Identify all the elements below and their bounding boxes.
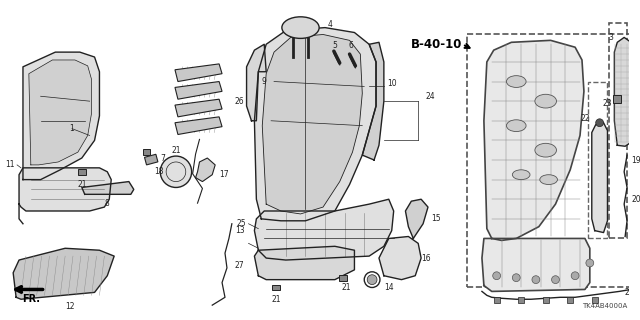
Text: 16: 16: [421, 253, 431, 263]
Bar: [339, 275, 347, 281]
Ellipse shape: [535, 94, 556, 108]
Bar: [543, 297, 548, 303]
Text: 13: 13: [235, 226, 244, 235]
Polygon shape: [262, 35, 362, 214]
Polygon shape: [484, 40, 584, 240]
Text: FR.: FR.: [22, 294, 40, 304]
Text: TK4AB4000A: TK4AB4000A: [582, 303, 627, 309]
Text: 21: 21: [342, 283, 351, 292]
Circle shape: [160, 156, 191, 188]
Text: 19: 19: [631, 156, 640, 164]
Text: 18: 18: [154, 167, 163, 176]
Ellipse shape: [506, 120, 526, 132]
Polygon shape: [255, 199, 394, 260]
Bar: [493, 297, 500, 303]
Text: 15: 15: [431, 214, 440, 223]
Text: 3: 3: [609, 33, 613, 42]
Text: 6: 6: [348, 41, 353, 50]
Text: 9: 9: [261, 77, 266, 86]
Text: 27: 27: [235, 261, 244, 270]
Text: 17: 17: [219, 170, 228, 179]
Polygon shape: [175, 82, 222, 99]
Text: 10: 10: [387, 79, 396, 88]
Text: 14: 14: [384, 283, 394, 292]
Text: 8: 8: [105, 199, 109, 208]
Polygon shape: [246, 44, 266, 121]
Circle shape: [552, 276, 559, 284]
Bar: [78, 169, 86, 175]
Text: 25: 25: [237, 219, 246, 228]
Text: 4: 4: [328, 20, 333, 29]
Bar: [613, 95, 621, 103]
Bar: [467, 35, 640, 287]
Text: 7: 7: [160, 154, 165, 163]
Bar: [609, 23, 627, 238]
Circle shape: [513, 274, 520, 282]
Bar: [588, 82, 607, 238]
Circle shape: [596, 119, 604, 127]
Polygon shape: [196, 158, 215, 181]
Ellipse shape: [540, 175, 557, 185]
Bar: [143, 149, 150, 155]
Bar: [592, 297, 598, 303]
Polygon shape: [482, 238, 590, 292]
Polygon shape: [614, 37, 634, 146]
Polygon shape: [19, 168, 111, 211]
Text: 11: 11: [6, 160, 15, 169]
Polygon shape: [175, 117, 222, 134]
Text: 21: 21: [77, 180, 86, 188]
Polygon shape: [175, 99, 222, 117]
Text: 12: 12: [65, 302, 75, 311]
Bar: [518, 297, 524, 303]
Ellipse shape: [282, 17, 319, 38]
Text: 26: 26: [235, 97, 244, 106]
Circle shape: [571, 272, 579, 280]
Text: 20: 20: [631, 195, 640, 204]
Ellipse shape: [506, 76, 526, 87]
Polygon shape: [592, 123, 607, 233]
Polygon shape: [255, 246, 355, 280]
Circle shape: [586, 259, 594, 267]
Text: B-40-10: B-40-10: [411, 38, 462, 51]
Polygon shape: [406, 199, 428, 238]
Polygon shape: [29, 60, 92, 165]
Polygon shape: [82, 181, 134, 194]
Polygon shape: [23, 52, 99, 180]
Text: 21: 21: [271, 295, 281, 304]
Polygon shape: [255, 28, 376, 221]
Circle shape: [493, 272, 500, 280]
Text: 22: 22: [580, 114, 590, 123]
Polygon shape: [362, 42, 384, 160]
Text: 1: 1: [70, 124, 74, 133]
Bar: [272, 284, 280, 291]
Text: 21: 21: [172, 146, 180, 155]
Polygon shape: [175, 64, 222, 82]
Ellipse shape: [513, 170, 530, 180]
Text: 23: 23: [603, 99, 612, 108]
Ellipse shape: [535, 143, 556, 157]
Circle shape: [367, 275, 377, 284]
Circle shape: [532, 276, 540, 284]
Bar: [145, 154, 158, 165]
Polygon shape: [13, 248, 114, 299]
Text: 5: 5: [332, 41, 337, 50]
Text: 24: 24: [425, 92, 435, 101]
Polygon shape: [379, 236, 421, 280]
Bar: [567, 297, 573, 303]
Text: 2: 2: [624, 288, 629, 297]
